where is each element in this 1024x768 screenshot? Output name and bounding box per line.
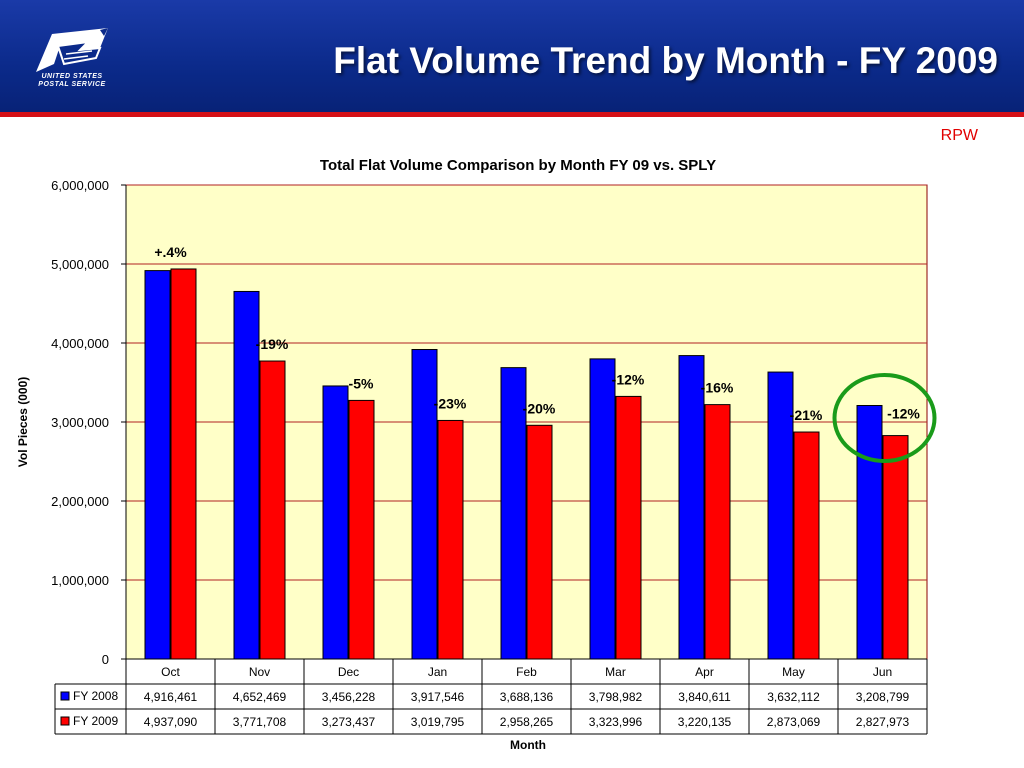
- table-cell-fy2008: 3,917,546: [411, 690, 465, 704]
- table-cell-fy2008: 3,632,112: [767, 690, 820, 704]
- table-cell-fy2008: 4,916,461: [144, 690, 198, 704]
- change-label-may: -21%: [790, 407, 823, 423]
- slide-header: [0, 0, 1024, 112]
- y-tick-label: 4,000,000: [51, 336, 109, 351]
- x-tick-label: Dec: [338, 665, 359, 679]
- x-axis-title: Month: [510, 738, 546, 752]
- bar-jun-fy2008: [856, 405, 883, 660]
- x-tick-label: Feb: [516, 665, 537, 679]
- bar-nov-fy2009: [259, 360, 286, 660]
- bar-mar-fy2009: [615, 395, 642, 660]
- logo-line-2: POSTAL SERVICE: [38, 81, 106, 88]
- rpw-tag: RPW: [940, 127, 978, 144]
- bar-apr-fy2008: [678, 355, 705, 660]
- table-cell-fy2008: 4,652,469: [233, 690, 287, 704]
- legend-label-fy2009: FY 2009: [73, 714, 118, 728]
- y-axis-title: Vol Pieces (000): [16, 377, 30, 468]
- y-tick-label: 3,000,000: [51, 415, 109, 430]
- slide-title: Flat Volume Trend by Month - FY 2009: [333, 40, 998, 81]
- table-cell-fy2009: 2,958,265: [500, 715, 554, 729]
- table-cell-fy2009: 3,771,708: [233, 715, 287, 729]
- x-tick-label: May: [782, 665, 805, 679]
- x-tick-label: Nov: [249, 665, 270, 679]
- table-cell-fy2009: 2,827,973: [856, 715, 910, 729]
- bar-dec-fy2008: [322, 385, 349, 660]
- bar-feb-fy2009: [526, 424, 553, 660]
- bar-may-fy2008: [767, 371, 794, 660]
- x-tick-label: Mar: [605, 665, 626, 679]
- volume-bar-chart: Total Flat Volume Comparison by Month FY…: [16, 157, 937, 752]
- table-cell-fy2009: 3,323,996: [589, 715, 643, 729]
- bar-apr-fy2009: [704, 404, 731, 660]
- legend-label-fy2008: FY 2008: [73, 689, 118, 703]
- y-tick-label: 6,000,000: [51, 178, 109, 193]
- x-tick-label: Jun: [873, 665, 892, 679]
- table-cell-fy2009: 2,873,069: [767, 715, 821, 729]
- y-tick-label: 1,000,000: [51, 573, 109, 588]
- table-cell-fy2009: 3,220,135: [678, 715, 732, 729]
- bar-jan-fy2009: [437, 419, 464, 660]
- bar-jun-fy2009: [882, 435, 909, 660]
- logo-line-1: UNITED STATES: [41, 73, 103, 80]
- legend-swatch-fy2009: [60, 716, 70, 726]
- x-tick-label: Apr: [695, 665, 714, 679]
- change-label-mar: -12%: [612, 371, 645, 387]
- bar-dec-fy2009: [348, 399, 375, 660]
- table-cell-fy2008: 3,456,228: [322, 690, 376, 704]
- y-tick-label: 2,000,000: [51, 494, 109, 509]
- bar-feb-fy2008: [500, 367, 527, 660]
- change-label-feb: -20%: [523, 400, 556, 416]
- change-label-dec: -5%: [349, 375, 374, 391]
- change-label-jan: -23%: [434, 395, 467, 411]
- logo-caption: UNITED STATES POSTAL SERVICE: [24, 73, 120, 89]
- highlight-circle: [832, 373, 937, 463]
- chart-title: Total Flat Volume Comparison by Month FY…: [320, 157, 716, 174]
- legend-swatch-fy2008: [60, 691, 70, 701]
- bar-oct-fy2008: [144, 270, 171, 660]
- change-label-jun: -12%: [887, 406, 920, 422]
- table-cell-fy2009: 3,019,795: [411, 715, 465, 729]
- change-label-nov: -19%: [256, 336, 289, 352]
- table-cell-fy2009: 4,937,090: [144, 715, 198, 729]
- bar-oct-fy2009: [170, 268, 197, 660]
- table-cell-fy2009: 3,273,437: [322, 715, 376, 729]
- x-tick-label: Oct: [161, 665, 180, 679]
- change-label-apr: -16%: [701, 380, 734, 396]
- x-tick-label: Jan: [428, 665, 447, 679]
- bar-may-fy2009: [793, 431, 820, 660]
- bar-mar-fy2008: [589, 358, 616, 660]
- change-label-oct: +.4%: [154, 244, 187, 260]
- table-cell-fy2008: 3,208,799: [856, 690, 910, 704]
- table-cell-fy2008: 3,798,982: [589, 690, 643, 704]
- y-tick-label: 5,000,000: [51, 257, 109, 272]
- header-rule: [0, 112, 1024, 117]
- table-cell-fy2008: 3,840,611: [678, 690, 731, 704]
- y-tick-label: 0: [102, 652, 109, 667]
- table-cell-fy2008: 3,688,136: [500, 690, 554, 704]
- eagle-logo-icon: [36, 28, 108, 72]
